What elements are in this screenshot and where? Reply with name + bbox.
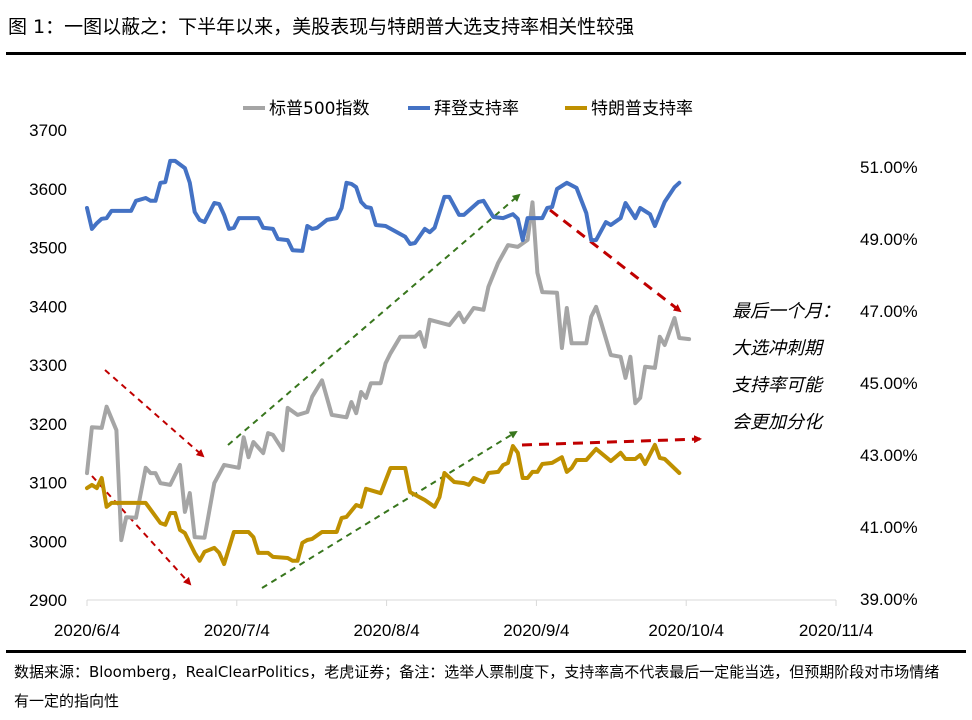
title-divider: [6, 52, 966, 55]
x-tick-label: 2020/10/4: [648, 621, 724, 640]
annotation-line: 大选冲刺期: [732, 338, 825, 359]
red-dashed-trend-arrow: [521, 435, 702, 447]
legend-label: 拜登支持率: [434, 99, 519, 119]
red-dashed-trend-arrow: [91, 475, 192, 586]
x-tick-label: 2020/8/4: [354, 621, 420, 640]
legend: 标普500指数 拜登支持率 特朗普支持率: [243, 99, 693, 119]
x-tick-label: 2020/6/4: [54, 621, 120, 640]
left-y-tick-label: 3000: [29, 532, 67, 551]
x-tick-label: 2020/7/4: [204, 621, 270, 640]
green-dashed-trend-arrow: [261, 430, 518, 589]
right-y-tick-label: 49.00%: [860, 230, 918, 249]
left-y-tick-label: 3600: [29, 180, 67, 199]
series-line-1: [85, 158, 682, 253]
footer-divider: [6, 650, 966, 653]
left-y-tick-label: 3100: [29, 474, 67, 493]
left-y-tick-label: 3700: [29, 121, 67, 140]
right-y-tick-label: 51.00%: [860, 158, 918, 177]
red-dashed-trend-arrow: [549, 208, 682, 313]
right-y-tick-label: 45.00%: [860, 374, 918, 393]
legend-label: 标普500指数: [269, 99, 369, 119]
red-dashed-trend-arrow: [104, 369, 205, 458]
annotation-line: 最后一个月：: [732, 301, 840, 322]
legend-label: 特朗普支持率: [591, 99, 693, 119]
source-note: 数据来源：Bloomberg，RealClearPolitics，老虎证券；备注…: [14, 663, 940, 710]
series-lines: [85, 158, 692, 567]
series-line-0: [85, 200, 692, 543]
right-y-tick-label: 41.00%: [860, 518, 918, 537]
annotation-line: 会更加分化: [732, 412, 824, 433]
trend-arrows: [91, 193, 702, 589]
annotation-line: 支持率可能: [732, 375, 824, 396]
left-y-tick-label: 3500: [29, 239, 67, 258]
right-y-tick-label: 47.00%: [860, 302, 918, 321]
green-dashed-trend-arrow: [227, 193, 521, 446]
left-y-tick-label: 3300: [29, 356, 67, 375]
figure-title: 图 1：一图以蔽之：下半年以来，美股表现与特朗普大选支持率相关性较强: [8, 16, 635, 38]
left-y-tick-label: 3400: [29, 297, 67, 316]
left-y-tick-label: 2900: [29, 591, 67, 610]
right-y-tick-label: 43.00%: [860, 446, 918, 465]
x-tick-label: 2020/11/4: [799, 621, 873, 640]
right-y-tick-label: 39.00%: [860, 590, 918, 609]
series-line-2: [85, 442, 682, 567]
left-y-tick-label: 3200: [29, 415, 67, 434]
x-tick-label: 2020/9/4: [503, 621, 569, 640]
axes: 2020/6/4 2020/7/4 2020/8/4 2020/9/4 2020/10/…: [29, 121, 918, 640]
